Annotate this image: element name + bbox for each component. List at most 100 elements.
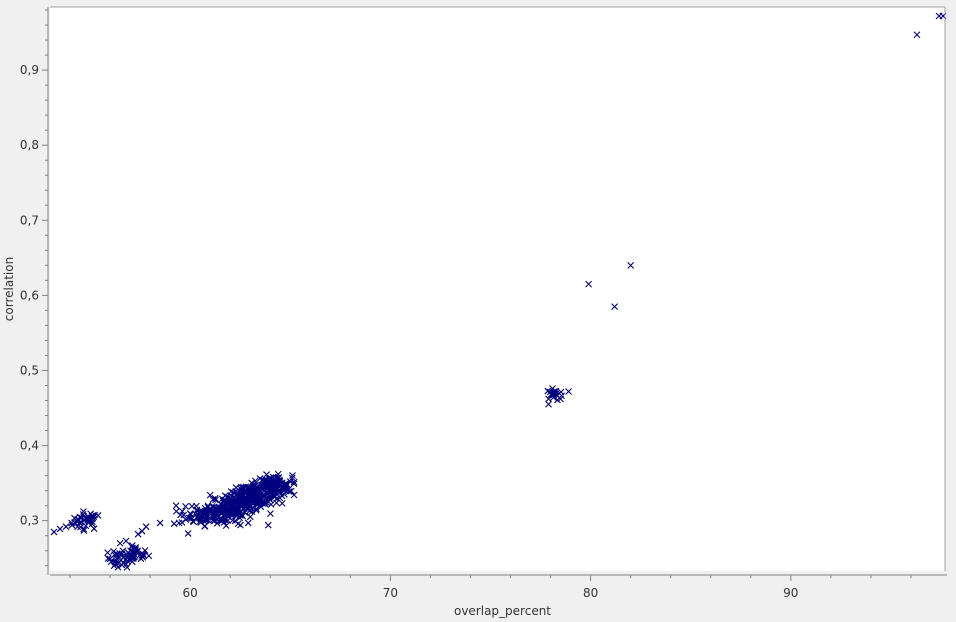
scatter-point: [122, 537, 130, 545]
scatter-point: [913, 31, 921, 39]
scatter-point: [258, 476, 266, 484]
scatter-point: [236, 514, 244, 522]
x-tick-label: 60: [183, 586, 198, 600]
scatter-point: [585, 280, 592, 288]
scatter-point: [206, 491, 214, 499]
scatter-point: [244, 519, 252, 527]
scatter-point: [94, 512, 102, 519]
scatter-point: [120, 553, 128, 561]
scatter-point: [261, 500, 269, 508]
scatter-point: [134, 530, 142, 538]
scatter-point: [289, 472, 296, 479]
scatter-point: [218, 501, 225, 508]
scatter-point: [267, 484, 275, 492]
scatter-point: [104, 549, 112, 556]
scatter-point: [275, 486, 283, 494]
scatter-point: [192, 502, 200, 510]
scatter-point: [222, 522, 230, 530]
scatter-point: [286, 478, 294, 486]
scatter-point: [241, 498, 248, 506]
scatter-point: [88, 512, 96, 520]
scatter-point: [234, 520, 242, 528]
scatter-point: [280, 484, 288, 492]
y-tick-label: 0,4: [20, 439, 39, 453]
x-axis: 60 70 80 90: [50, 574, 947, 600]
scatter-point: [284, 486, 292, 494]
x-tick-label: 70: [383, 586, 398, 600]
scatter-point: [90, 525, 98, 533]
scatter-point: [252, 484, 259, 492]
plot-frame: [50, 6, 946, 571]
scatter-point: [170, 520, 178, 528]
scatter-point: [116, 539, 124, 547]
scatter-point: [290, 480, 298, 488]
scatter-point: [62, 523, 70, 531]
scatter-point: [187, 510, 195, 518]
scatter-point: [80, 525, 88, 533]
scatter-point: [229, 511, 237, 519]
scatter-point: [188, 514, 196, 522]
scatter-point: [203, 512, 211, 520]
scatter-point: [274, 470, 282, 478]
scatter-point: [68, 521, 76, 529]
y-tick-label: 0,6: [20, 288, 39, 302]
scatter-point: [82, 522, 90, 530]
scatter-point: [275, 488, 283, 496]
scatter-point: [50, 528, 58, 536]
scatter-point: [627, 261, 635, 269]
scatter-point: [267, 510, 274, 518]
scatter-point: [545, 395, 552, 403]
y-axis-label: correlation: [2, 257, 16, 321]
scatter-point: [227, 488, 235, 495]
scatter-point: [80, 527, 88, 534]
scatter-point: [226, 504, 234, 511]
scatter-point: [264, 521, 272, 529]
scatter-point: [232, 505, 240, 513]
scatter-point: [288, 474, 296, 482]
scatter-point: [119, 547, 127, 555]
scatter-point: [221, 492, 229, 499]
scatter-point: [220, 508, 228, 515]
y-tick-label: 0,7: [20, 213, 39, 227]
scatter-point: [196, 514, 203, 522]
scatter-point: [111, 551, 118, 559]
scatter-point: [212, 504, 220, 512]
scatter-point: [273, 477, 281, 485]
scatter-point: [257, 503, 265, 511]
scatter-point: [206, 506, 214, 513]
y-tick-label: 0,3: [20, 514, 39, 528]
scatter-point: [267, 501, 275, 508]
scatter-point: [184, 530, 192, 537]
y-axis: 0,3 0,4 0,5 0,6 0,7 0,8 0,9: [20, 7, 49, 575]
scatter-point: [86, 516, 94, 523]
x-axis-label: overlap_percent: [454, 604, 551, 618]
scatter-point: [128, 543, 135, 550]
scatter-point: [218, 516, 225, 524]
scatter-point: [242, 483, 250, 491]
scatter-point: [113, 551, 121, 559]
scatter-point: [132, 544, 140, 551]
scatter-point: [180, 511, 188, 519]
scatter-point: [145, 552, 153, 560]
scatter-point: [252, 482, 259, 490]
scatter-point: [204, 502, 212, 510]
scatter-point: [246, 513, 254, 521]
scatter-point: [262, 489, 270, 496]
scatter-point: [142, 523, 150, 531]
scatter-point: [290, 491, 298, 499]
scatter-point: [545, 400, 552, 408]
scatter-point: [278, 500, 286, 507]
scatter-points: [50, 12, 947, 571]
scatter-point: [226, 495, 234, 503]
scatter-point: [565, 388, 572, 395]
x-tick-label: 80: [583, 586, 598, 600]
scatter-point: [276, 494, 284, 502]
scatter-point: [156, 519, 164, 527]
plot-area: [50, 7, 945, 571]
scatter-point: [182, 502, 189, 510]
scatter-point: [212, 496, 219, 504]
scatter-point: [114, 563, 122, 571]
scatter-point: [130, 548, 137, 556]
y-tick-label: 0,8: [20, 138, 39, 152]
